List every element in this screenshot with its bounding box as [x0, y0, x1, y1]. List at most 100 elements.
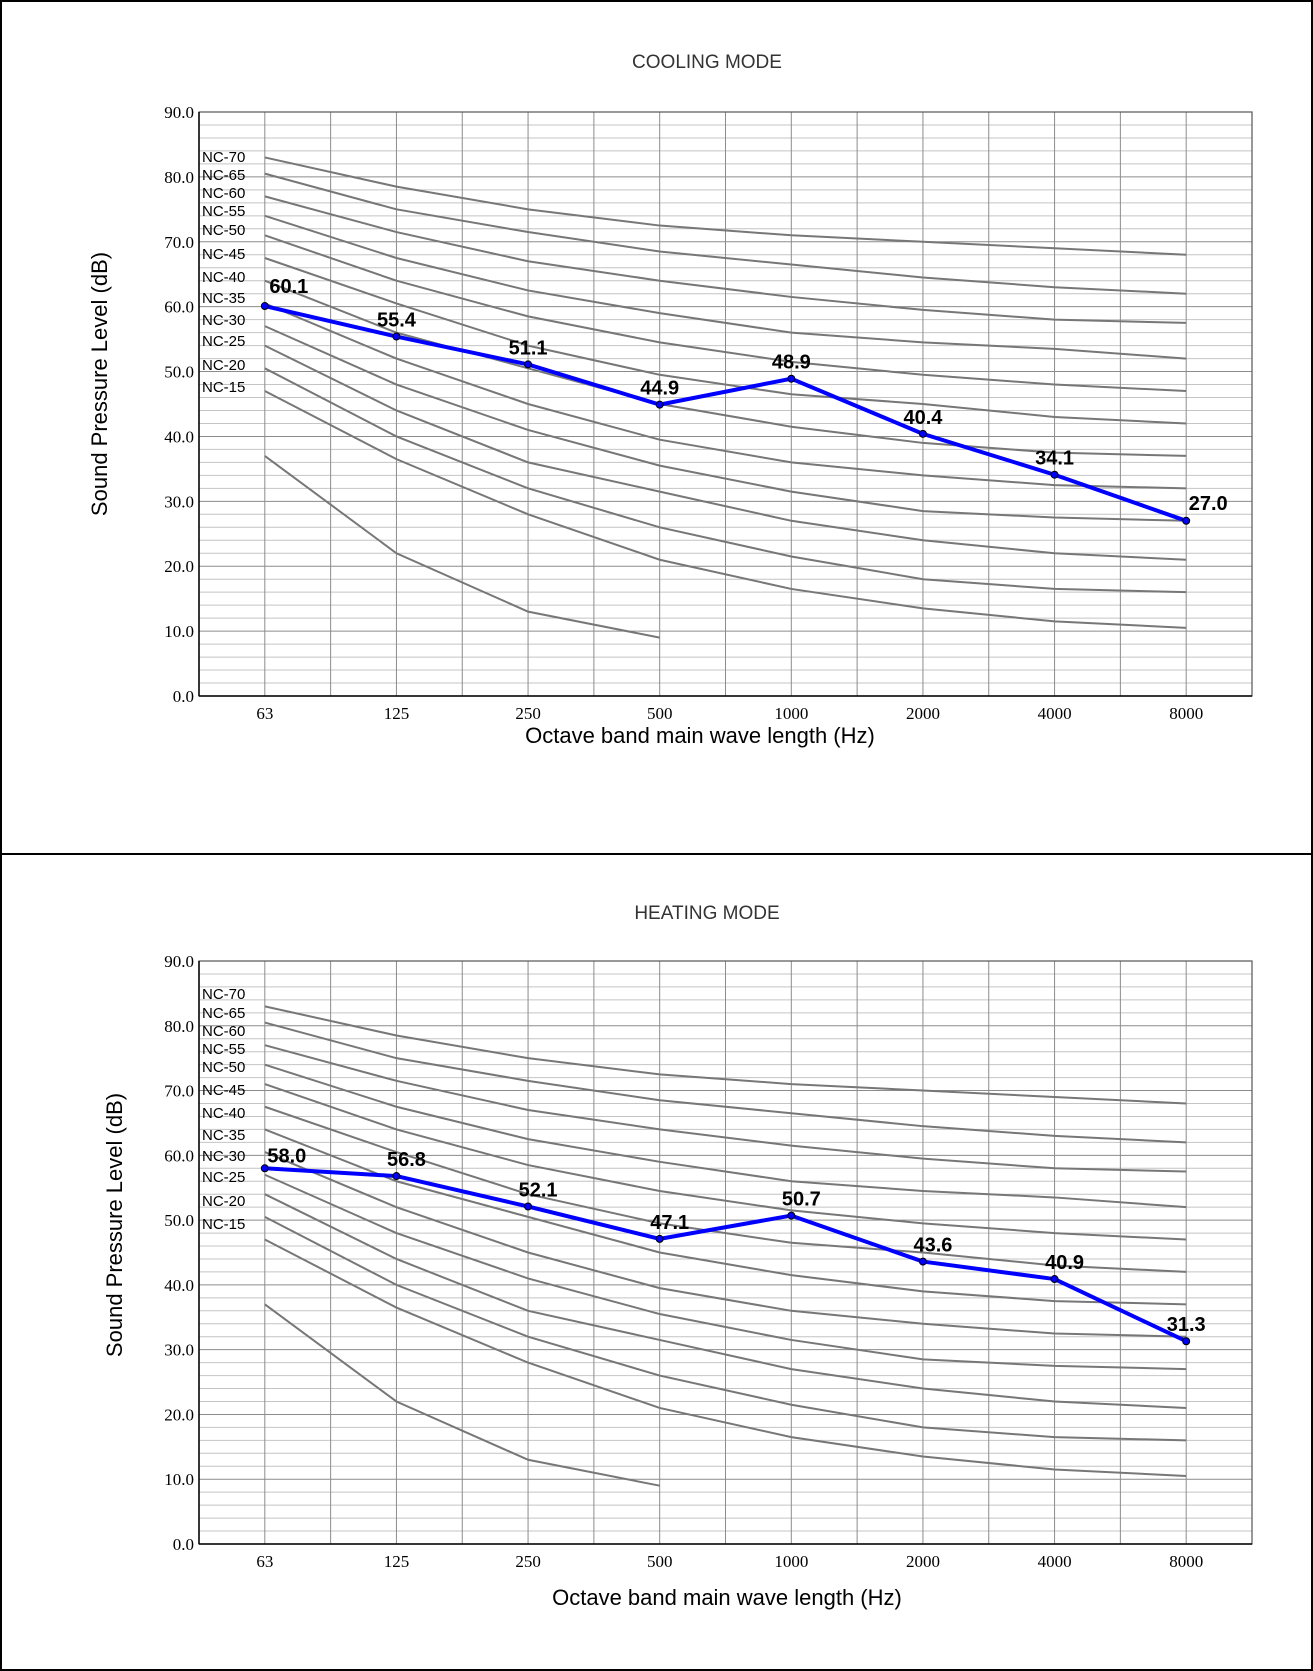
y-tick-label: 20.0	[164, 557, 194, 576]
nc-curve-label: NC-40	[202, 269, 245, 286]
cooling-mode-chart: COOLING MODE Sound Pressure Level (dB) O…	[87, 52, 1253, 748]
nc-curve-label: NC-65	[202, 167, 245, 184]
vertical-gridlines	[264, 112, 1187, 696]
y-tick-label: 0.0	[173, 1535, 194, 1554]
x-tick-label: 250	[515, 704, 541, 723]
nc-curve-label: NC-20	[202, 1193, 245, 1210]
data-point	[1050, 1275, 1059, 1284]
x-tick-label: 8000	[1169, 1552, 1203, 1571]
data-point	[392, 1172, 401, 1181]
x-axis-label: Octave band main wave length (Hz)	[552, 1585, 902, 1610]
nc-curve-line	[264, 325, 1187, 522]
y-tick-label: 40.0	[164, 427, 194, 446]
nc-curve-label: NC-45	[202, 246, 245, 263]
nc-curve-label: NC-25	[202, 333, 245, 350]
data-label: 52.1	[519, 1180, 558, 1202]
y-tick-label: 0.0	[173, 687, 194, 706]
nc-curve-label: NC-50	[202, 1059, 245, 1076]
y-tick-label: 50.0	[164, 363, 194, 382]
nc-curve-line	[264, 455, 660, 639]
nc-curve-label: NC-15	[202, 1216, 245, 1233]
y-axis-label: Sound Pressure Level (dB)	[102, 1093, 127, 1357]
data-point	[260, 1164, 269, 1173]
data-label: 44.9	[640, 378, 679, 400]
y-tick-label: 10.0	[164, 1470, 194, 1489]
x-tick-label: 125	[384, 704, 410, 723]
nc-curve-line	[264, 1193, 1187, 1409]
data-label: 48.9	[772, 352, 811, 374]
cooling-mode-panel: COOLING MODE Sound Pressure Level (dB) O…	[0, 0, 1313, 855]
nc-curves	[264, 156, 1187, 639]
nc-curve-line	[264, 156, 1187, 256]
nc-curve-line	[264, 1173, 1187, 1371]
nc-curve-label: NC-15	[202, 379, 245, 396]
x-tick-label: 500	[647, 704, 673, 723]
nc-curve-label: NC-30	[202, 1148, 245, 1165]
y-tick-label: 80.0	[164, 168, 194, 187]
data-label: 31.3	[1167, 1314, 1206, 1336]
nc-curves	[264, 1005, 1187, 1487]
nc-curve-line	[264, 234, 1187, 393]
nc-curve-line	[264, 1044, 1187, 1173]
data-point	[260, 302, 269, 311]
data-label: 34.1	[1035, 448, 1074, 470]
series-line	[264, 304, 1187, 523]
x-tick-label: 2000	[906, 1552, 940, 1571]
y-tick-label: 90.0	[164, 103, 194, 122]
series-line	[264, 1166, 1188, 1344]
x-tick-label: 500	[647, 1552, 673, 1571]
data-label: 40.4	[903, 407, 943, 429]
y-tick-label: 70.0	[164, 1082, 194, 1101]
nc-curve-line	[264, 257, 1187, 425]
nc-curve-line	[264, 1215, 1187, 1442]
nc-curve-label: NC-70	[202, 149, 245, 166]
x-tick-label: 250	[515, 1552, 541, 1571]
data-point	[524, 360, 533, 369]
data-label: 51.1	[509, 337, 548, 359]
data-label: 55.4	[377, 310, 417, 332]
y-axis-label: Sound Pressure Level (dB)	[87, 252, 112, 516]
nc-curve-label: NC-40	[202, 1105, 245, 1122]
data-point	[655, 1234, 664, 1243]
nc-curve-label: NC-60	[202, 1023, 245, 1040]
chart-title: COOLING MODE	[632, 52, 782, 73]
nc-curve-label: NC-55	[202, 203, 245, 220]
nc-curve-line	[264, 302, 1187, 490]
y-tick-label: 60.0	[164, 1146, 194, 1165]
x-tick-label: 1000	[774, 704, 808, 723]
nc-curve-label: NC-30	[202, 312, 245, 329]
nc-curve-line	[264, 279, 1187, 457]
nc-curve-label: NC-35	[202, 1127, 245, 1144]
x-tick-label: 8000	[1169, 704, 1203, 723]
plot-area: 0.0 10.0 20.0 30.0 40.0 50.0 60.0 70.0 80.0 90.0 6…	[164, 952, 1253, 1571]
data-point	[1182, 516, 1191, 525]
y-tick-label: 80.0	[164, 1017, 194, 1036]
data-point	[918, 1257, 927, 1266]
nc-curve-line	[264, 1021, 1187, 1144]
nc-curve-line	[264, 214, 1187, 360]
heating-mode-chart: HEATING MODE Sound Pressure Level (dB) O…	[102, 903, 1253, 1610]
nc-curve-line	[264, 390, 1187, 629]
x-tick-label: 63	[256, 704, 273, 723]
data-point	[1050, 470, 1059, 479]
data-label: 43.6	[913, 1235, 952, 1257]
nc-curve-line	[264, 1303, 660, 1487]
nc-curve-label: NC-35	[202, 290, 245, 307]
data-point	[655, 400, 664, 409]
data-label: 56.8	[387, 1149, 426, 1171]
x-tick-label: 4000	[1038, 1552, 1072, 1571]
data-label: 47.1	[650, 1212, 689, 1234]
y-tick-label: 90.0	[164, 952, 194, 971]
x-tick-label: 125	[384, 1552, 410, 1571]
data-label: 27.0	[1189, 493, 1228, 515]
nc-curve-label: NC-70	[202, 986, 245, 1003]
y-tick-label: 20.0	[164, 1405, 194, 1424]
data-point	[392, 332, 401, 341]
nc-curve-label: NC-20	[202, 357, 245, 374]
y-tick-label: 60.0	[164, 298, 194, 317]
vertical-gridlines	[264, 961, 1187, 1544]
y-tick-label: 30.0	[164, 492, 194, 511]
nc-curve-line	[264, 172, 1187, 295]
y-tick-label: 70.0	[164, 233, 194, 252]
y-tick-label: 10.0	[164, 622, 194, 641]
